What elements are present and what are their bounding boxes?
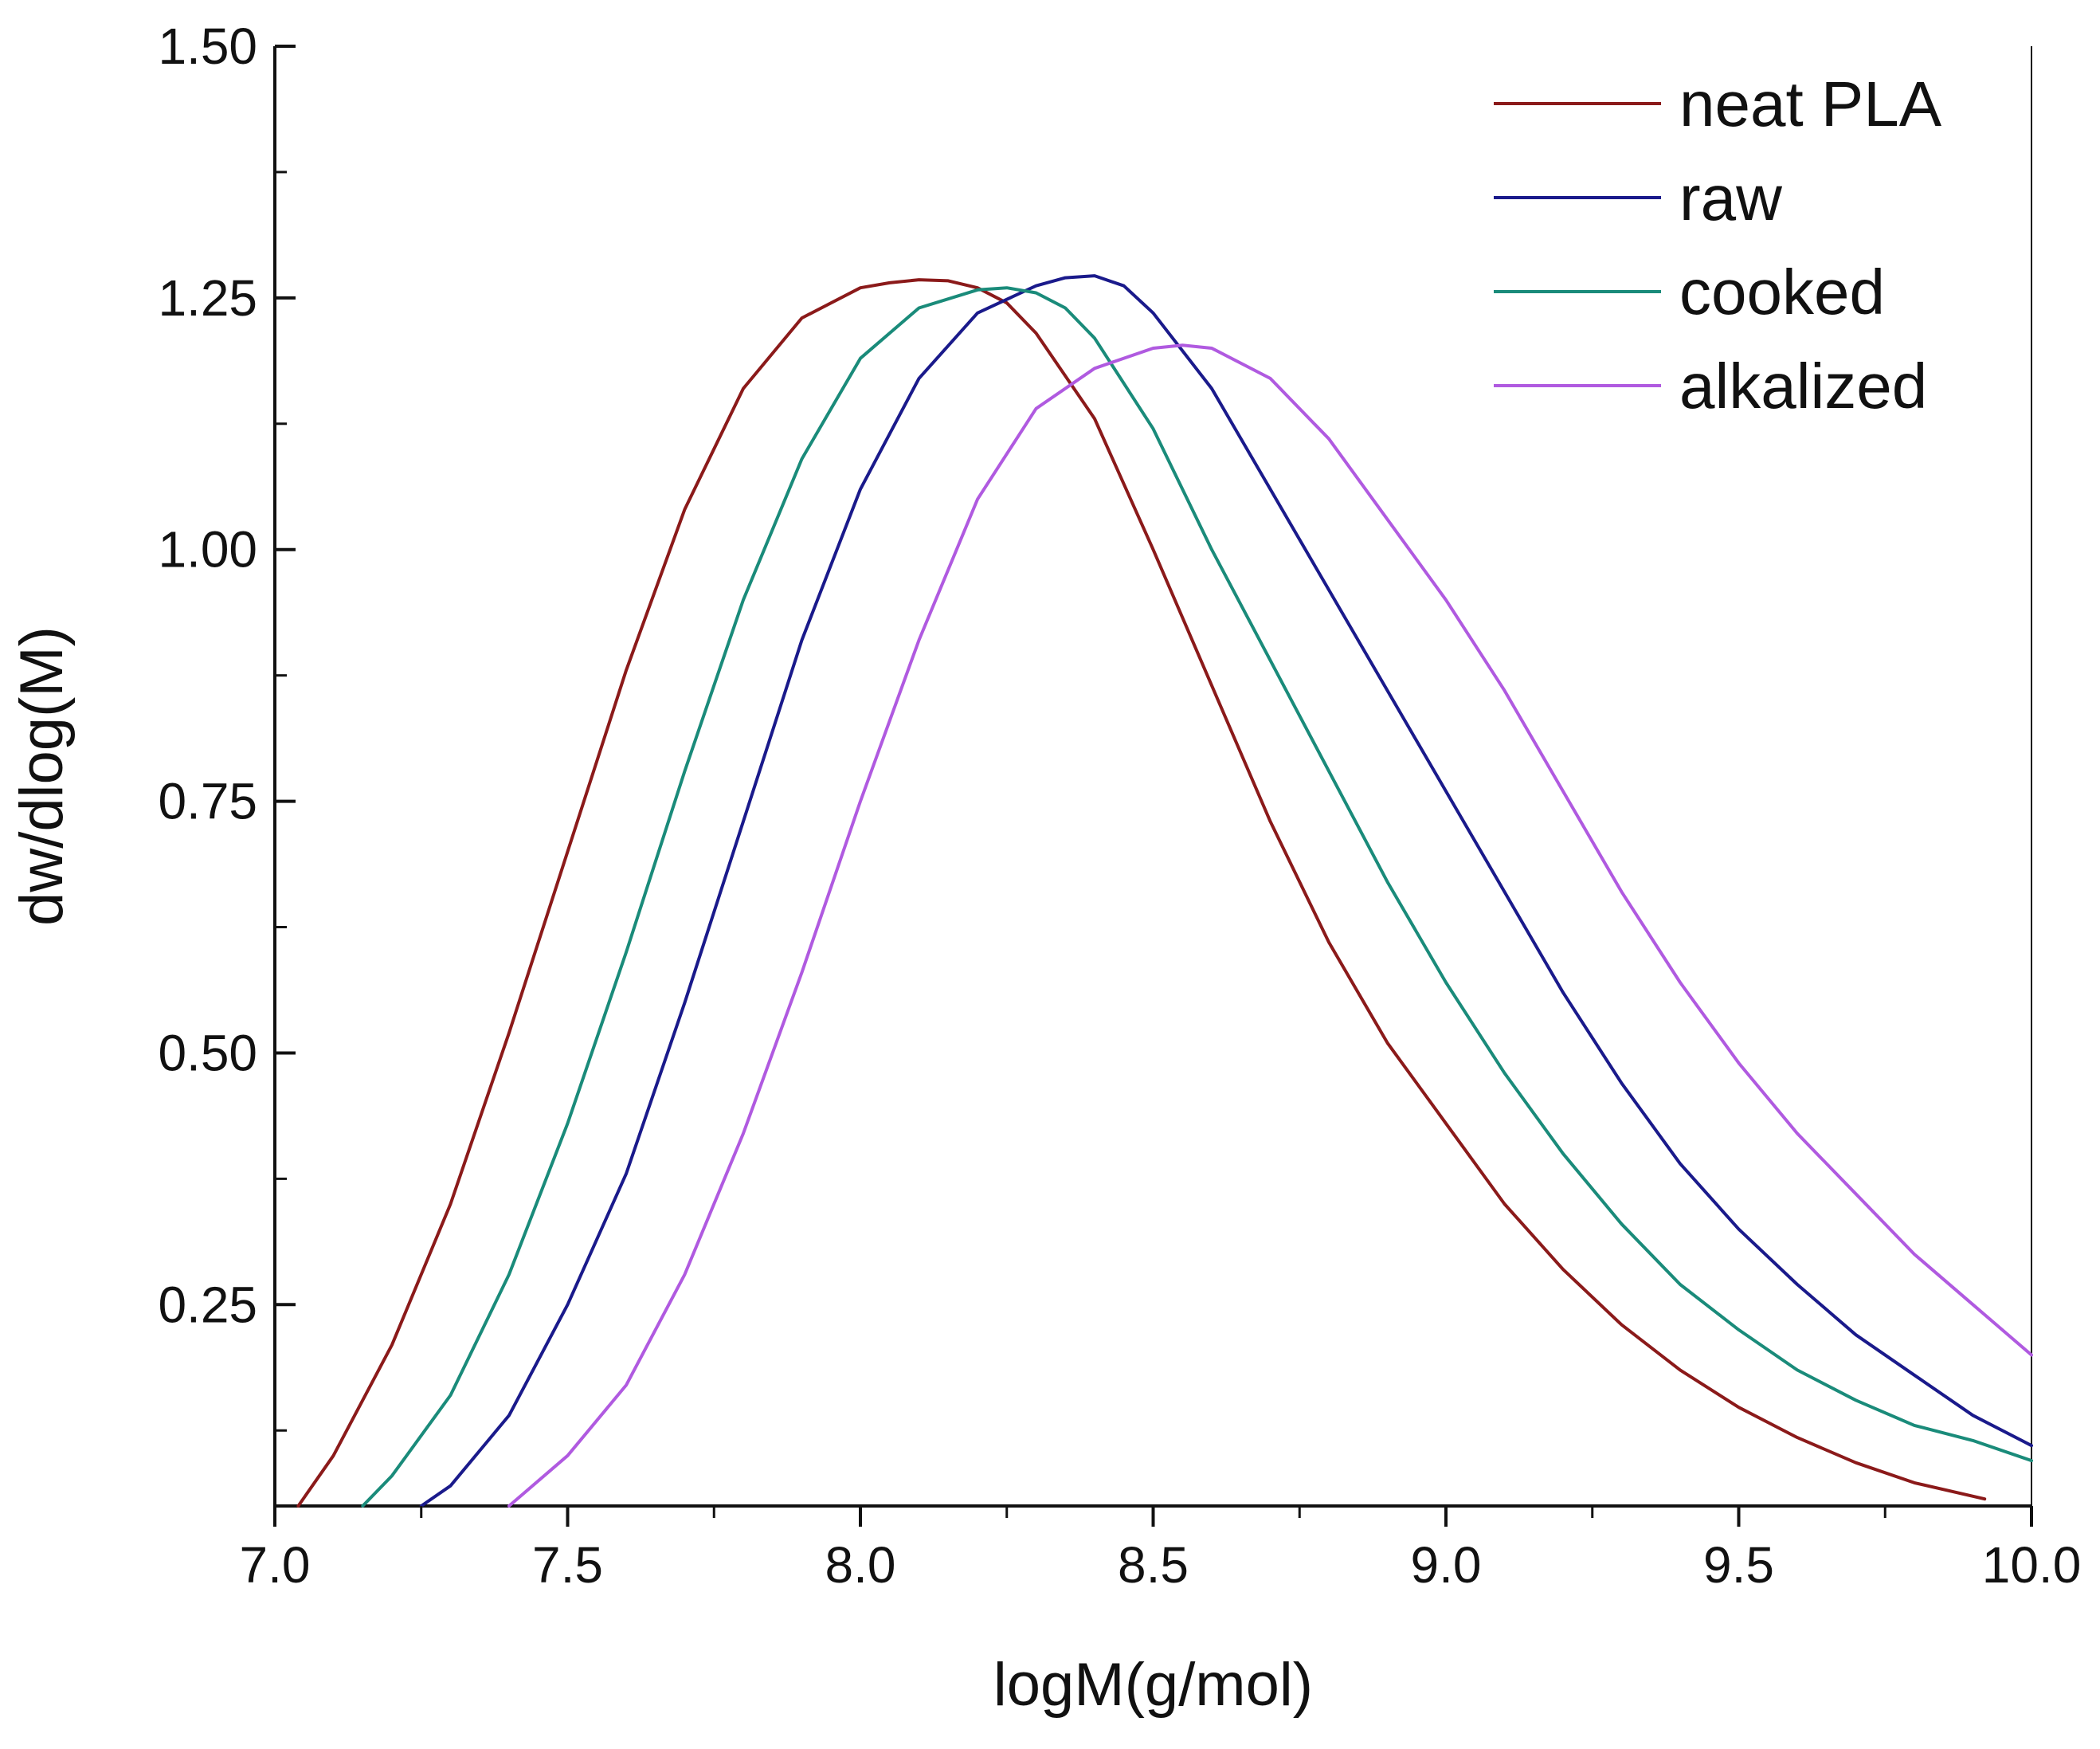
x-tick-label: 8.0 <box>825 1536 896 1594</box>
legend-label-neat-pla: neat PLA <box>1679 69 1942 139</box>
x-tick-label: 10.0 <box>1982 1536 2082 1594</box>
legend-label-alkalized: alkalized <box>1679 351 1927 422</box>
legend-label-cooked: cooked <box>1679 257 1885 327</box>
series-line-alkalized <box>507 343 2033 1508</box>
y-tick-label: 0.25 <box>158 1276 257 1333</box>
series-line-cooked <box>361 286 2033 1508</box>
x-tick-label: 9.5 <box>1703 1536 1774 1594</box>
curves <box>296 274 2033 1508</box>
x-tick-label: 7.0 <box>240 1536 311 1594</box>
series-line-raw <box>419 274 2033 1508</box>
x-tick-label: 7.5 <box>532 1536 603 1594</box>
series-line-neat-pla <box>296 278 1987 1508</box>
y-axis-ticks: 0.25 0.50 0.75 1.00 1.25 1.50 <box>158 18 296 1432</box>
x-axis-title: logM(g/mol) <box>993 1651 1313 1719</box>
y-tick-label: 0.50 <box>158 1024 257 1081</box>
x-axis-ticks: 7.0 7.5 8.0 8.5 9.0 9.5 10.0 <box>240 1506 2082 1594</box>
x-tick-label: 9.0 <box>1411 1536 1482 1594</box>
y-tick-label: 1.50 <box>158 18 257 75</box>
x-tick-label: 8.5 <box>1118 1536 1189 1594</box>
legend-label-raw: raw <box>1679 163 1782 233</box>
y-tick-label: 1.00 <box>158 521 257 578</box>
y-tick-label: 0.75 <box>158 773 257 830</box>
y-axis-title: dw/dlog(M) <box>8 626 76 926</box>
legend: neat PLA raw cooked alkalized <box>1494 69 1942 422</box>
y-tick-label: 1.25 <box>158 269 257 327</box>
